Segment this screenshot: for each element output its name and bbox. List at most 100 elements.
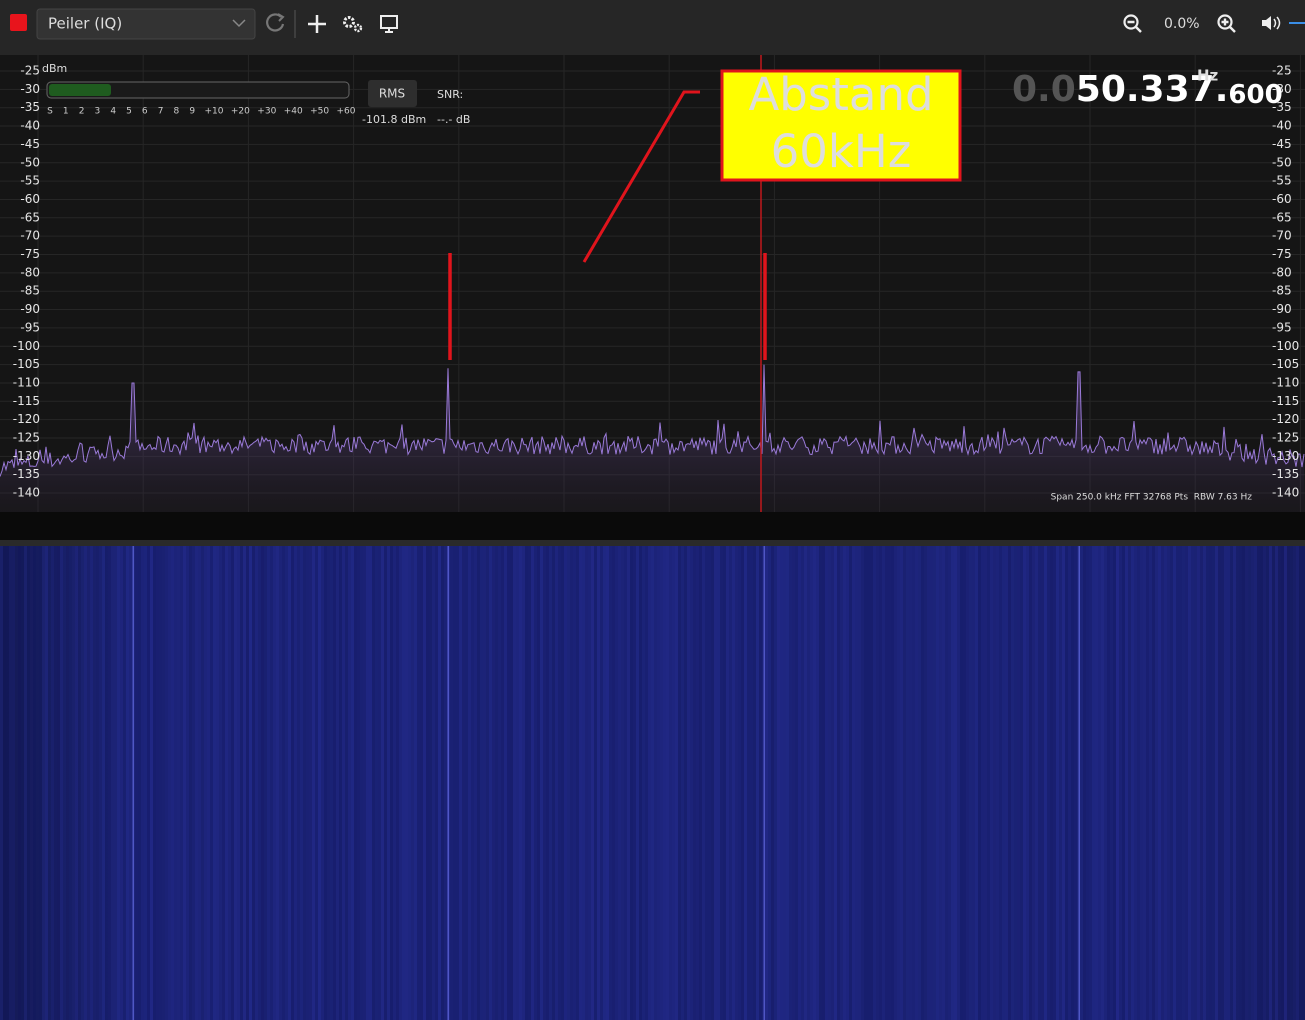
waterfall-column bbox=[465, 546, 468, 1020]
db-label: -125 bbox=[13, 431, 40, 445]
waterfall-column bbox=[240, 546, 243, 1020]
waterfall-column bbox=[165, 546, 168, 1020]
waterfall-column bbox=[1257, 546, 1260, 1020]
waterfall-column bbox=[996, 546, 999, 1020]
waterfall-column bbox=[882, 546, 885, 1020]
gear bbox=[343, 16, 355, 28]
waterfall-column bbox=[396, 546, 399, 1020]
zoom-in-button[interactable] bbox=[1217, 14, 1236, 33]
db-label: -140 bbox=[1272, 486, 1299, 500]
waterfall-column bbox=[711, 546, 714, 1020]
waterfall-column bbox=[234, 546, 237, 1020]
waterfall-column bbox=[330, 546, 333, 1020]
waterfall-column bbox=[987, 546, 990, 1020]
snr-label: SNR: bbox=[437, 88, 463, 101]
waterfall-column bbox=[147, 546, 150, 1020]
waterfall-column bbox=[1170, 546, 1173, 1020]
waterfall-column bbox=[837, 546, 840, 1020]
waterfall-column bbox=[504, 546, 507, 1020]
db-label: -50 bbox=[20, 155, 40, 169]
db-label: -30 bbox=[20, 82, 40, 96]
frequency-axis bbox=[0, 512, 1305, 540]
waterfall-column bbox=[1302, 546, 1305, 1020]
waterfall-column bbox=[756, 546, 759, 1020]
stop-button[interactable] bbox=[10, 14, 27, 31]
waterfall-column bbox=[660, 546, 663, 1020]
waterfall-column bbox=[387, 546, 390, 1020]
waterfall-column bbox=[363, 546, 366, 1020]
refresh-button[interactable] bbox=[266, 13, 285, 32]
waterfall-column bbox=[171, 546, 174, 1020]
waterfall-column bbox=[1182, 546, 1185, 1020]
waterfall-column bbox=[897, 546, 900, 1020]
waterfall-column bbox=[1284, 546, 1287, 1020]
waterfall-column bbox=[489, 546, 492, 1020]
waterfall-column bbox=[195, 546, 198, 1020]
waterfall-column bbox=[1296, 546, 1299, 1020]
waterfall-column bbox=[561, 546, 564, 1020]
waterfall-column bbox=[384, 546, 387, 1020]
magnifier-handle bbox=[1127, 20, 1142, 33]
waterfall-column bbox=[984, 546, 987, 1020]
waterfall-column bbox=[27, 546, 30, 1020]
splitter[interactable] bbox=[0, 540, 1305, 546]
waterfall-column bbox=[339, 546, 342, 1020]
waterfall-column bbox=[591, 546, 594, 1020]
waterfall-column bbox=[168, 546, 171, 1020]
waterfall-column bbox=[438, 546, 441, 1020]
waterfall-column bbox=[378, 546, 381, 1020]
volume-button[interactable] bbox=[1262, 16, 1281, 30]
waterfall-column bbox=[180, 546, 183, 1020]
mode-button[interactable] bbox=[368, 80, 417, 107]
add-button[interactable] bbox=[308, 15, 326, 33]
source-dropdown[interactable] bbox=[36, 8, 256, 40]
waterfall-column bbox=[786, 546, 789, 1020]
frequency-display[interactable]: 0.050.337.600 bbox=[1012, 69, 1283, 110]
waterfall-column bbox=[630, 546, 633, 1020]
waterfall-column bbox=[816, 546, 819, 1020]
waterfall-column bbox=[873, 546, 876, 1020]
waterfall-column bbox=[177, 546, 180, 1020]
waterfall-column bbox=[69, 546, 72, 1020]
waterfall-column bbox=[486, 546, 489, 1020]
waterfall-column bbox=[492, 546, 495, 1020]
waterfall-column bbox=[402, 546, 405, 1020]
waterfall-column bbox=[624, 546, 627, 1020]
waterfall-column bbox=[942, 546, 945, 1020]
waterfall-column bbox=[582, 546, 585, 1020]
waterfall-column bbox=[1176, 546, 1179, 1020]
waterfall-column bbox=[369, 546, 372, 1020]
db-label: -85 bbox=[1272, 284, 1292, 298]
waterfall-column bbox=[585, 546, 588, 1020]
meter-scale-label: 3 bbox=[95, 107, 101, 117]
waterfall-column bbox=[858, 546, 861, 1020]
display-button[interactable] bbox=[380, 15, 398, 33]
waterfall-column bbox=[1023, 546, 1026, 1020]
waterfall-column bbox=[1272, 546, 1275, 1020]
waterfall-column bbox=[699, 546, 702, 1020]
spectrum-line bbox=[0, 364, 1305, 477]
waterfall-column bbox=[558, 546, 561, 1020]
waterfall-column bbox=[108, 546, 111, 1020]
magnifier-handle bbox=[1221, 18, 1236, 33]
waterfall-column bbox=[1071, 546, 1074, 1020]
waterfall-column bbox=[390, 546, 393, 1020]
waterfall-column bbox=[141, 546, 144, 1020]
waterfall-column bbox=[963, 546, 966, 1020]
waterfall-column bbox=[459, 546, 462, 1020]
waterfall-column bbox=[1290, 546, 1293, 1020]
waterfall-column bbox=[732, 546, 735, 1020]
waterfall-column bbox=[924, 546, 927, 1020]
waterfall-column bbox=[1074, 546, 1077, 1020]
waterfall-column bbox=[1173, 546, 1176, 1020]
waterfall-column bbox=[720, 546, 723, 1020]
meter-scale-label: +50 bbox=[310, 107, 329, 117]
waterfall-column bbox=[846, 546, 849, 1020]
waterfall-signal bbox=[132, 546, 134, 1020]
waterfall-column bbox=[804, 546, 807, 1020]
settings-button[interactable] bbox=[343, 16, 363, 33]
zoom-out-button[interactable] bbox=[1123, 14, 1142, 33]
db-label: -25 bbox=[20, 64, 40, 78]
waterfall-column bbox=[1128, 546, 1131, 1020]
